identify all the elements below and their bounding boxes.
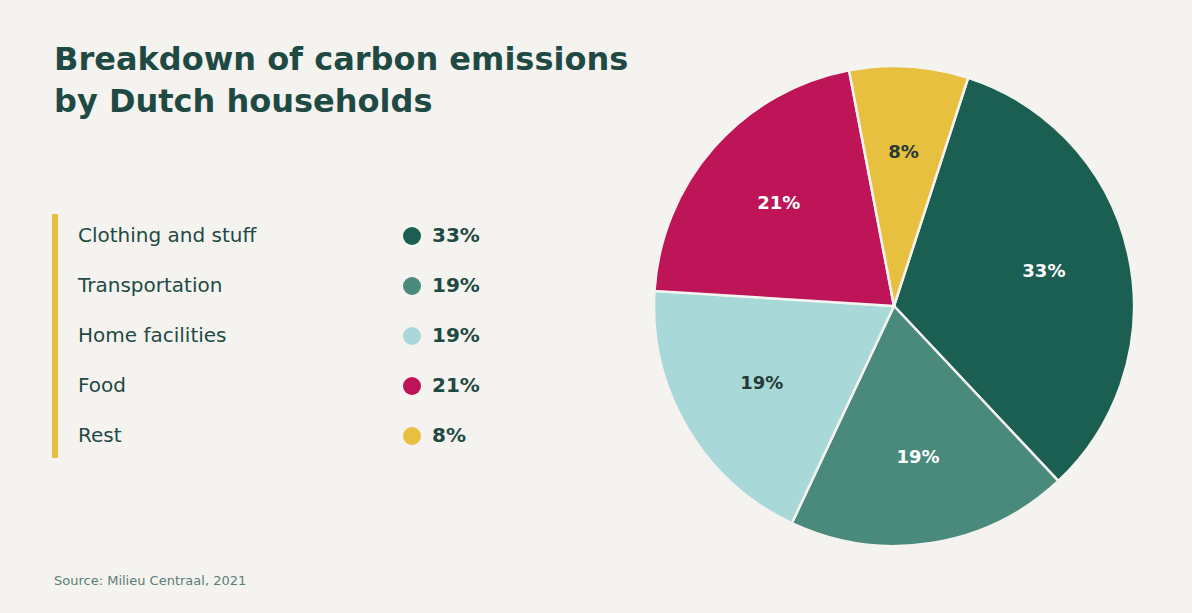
legend-label: Clothing and stuff — [78, 223, 257, 247]
pie — [654, 66, 1134, 546]
pie-slice — [849, 66, 968, 306]
data-label: 19% — [740, 372, 783, 393]
legend-value: 33% — [432, 223, 480, 247]
title: Breakdown of carbon emissions — [54, 40, 628, 78]
legend-label: Transportation — [77, 273, 222, 297]
source: Source: Milieu Centraal, 2021 — [54, 573, 246, 588]
legend: Clothing and stuff 33% Transportation 19% Ho… — [77, 223, 480, 447]
accent-bar — [52, 214, 58, 458]
legend-swatch — [403, 327, 421, 345]
subtitle: by Dutch households — [54, 82, 432, 120]
legend-value: 19% — [432, 323, 480, 347]
legend-label: Home facilities — [78, 323, 227, 347]
pie-slice — [654, 291, 894, 523]
data-label: 33% — [1022, 260, 1065, 281]
legend-value: 21% — [432, 373, 480, 397]
legend-swatch — [403, 427, 421, 445]
data-label: 21% — [757, 192, 800, 213]
legend-value: 8% — [432, 423, 466, 447]
chart: Breakdown of carbon emissions by Dutch ho… — [0, 0, 1192, 613]
data-label: 19% — [896, 446, 939, 467]
data-labels: 33% 19% 19% 21% 8% — [740, 141, 1065, 467]
legend-swatch — [403, 227, 421, 245]
legend-label: Food — [78, 373, 126, 397]
legend-label: Rest — [78, 423, 122, 447]
legend-value: 19% — [432, 273, 480, 297]
legend-swatch — [403, 377, 421, 395]
background — [0, 0, 1192, 613]
data-label: 8% — [888, 141, 919, 162]
legend-swatch — [403, 277, 421, 295]
